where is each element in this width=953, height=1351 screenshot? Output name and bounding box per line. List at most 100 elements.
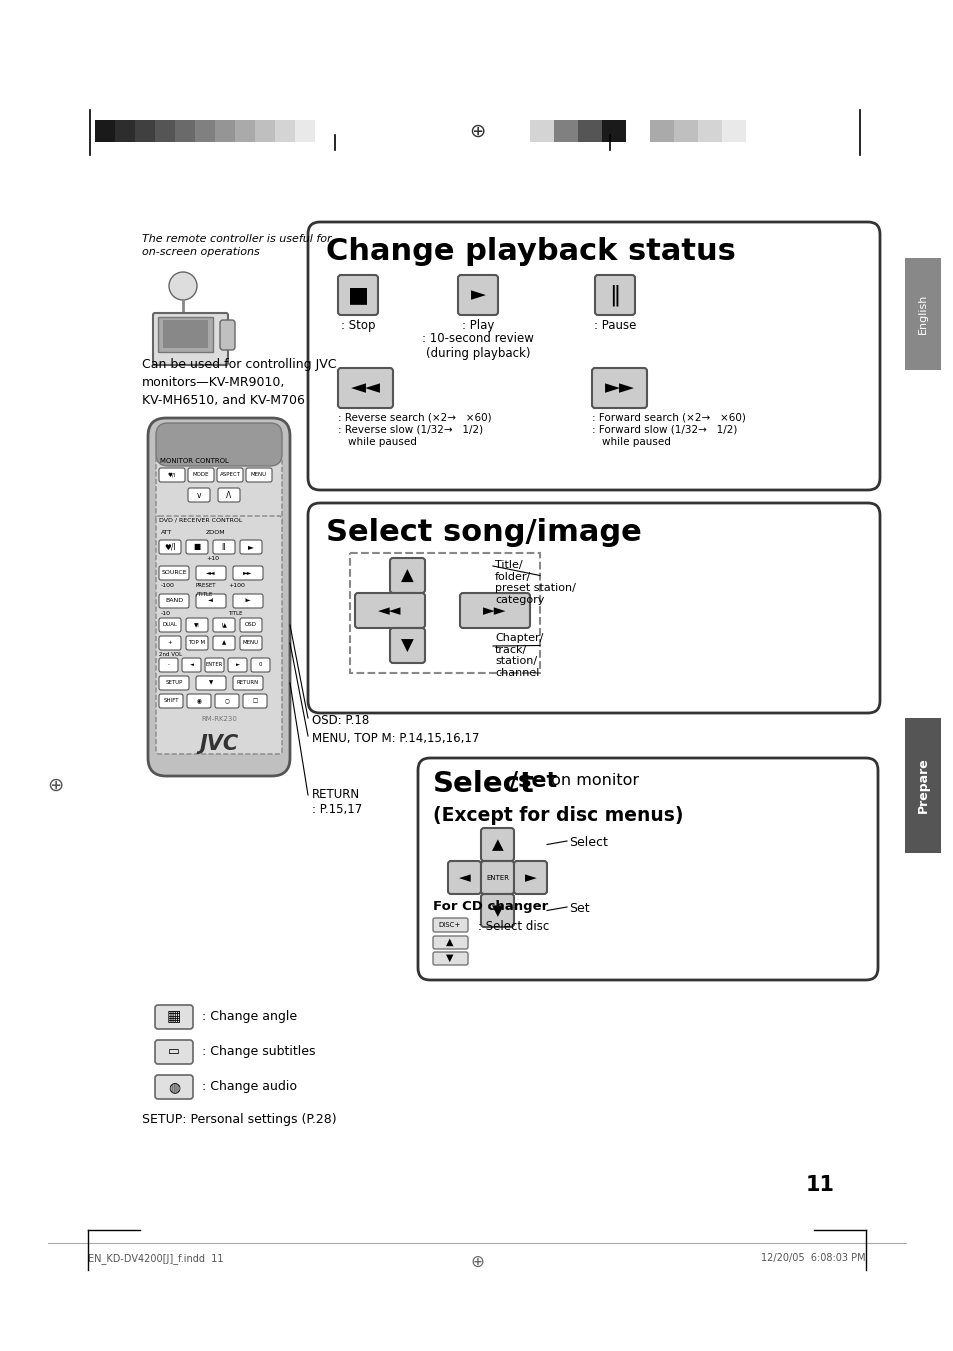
Text: ▼: ▼ (400, 636, 414, 654)
Text: SOURCE: SOURCE (161, 570, 187, 576)
FancyBboxPatch shape (213, 617, 234, 632)
FancyBboxPatch shape (417, 758, 877, 979)
FancyBboxPatch shape (182, 658, 201, 671)
Text: ⊕: ⊕ (47, 775, 63, 794)
Text: MENU: MENU (243, 640, 259, 646)
FancyBboxPatch shape (233, 594, 263, 608)
Bar (578, 120, 601, 142)
Text: Λ: Λ (226, 490, 232, 500)
Text: : Stop: : Stop (340, 319, 375, 332)
FancyBboxPatch shape (220, 320, 234, 350)
Text: EN_KD-DV4200[J]_f.indd  11: EN_KD-DV4200[J]_f.indd 11 (88, 1252, 223, 1265)
Text: ⊕: ⊕ (468, 122, 485, 141)
Text: while paused: while paused (348, 436, 416, 447)
FancyBboxPatch shape (233, 566, 263, 580)
Text: ■: ■ (193, 543, 200, 551)
Text: MONITOR CONTROL: MONITOR CONTROL (160, 458, 229, 463)
FancyBboxPatch shape (592, 367, 646, 408)
FancyBboxPatch shape (228, 658, 247, 671)
Text: : Change angle: : Change angle (202, 1011, 296, 1023)
FancyBboxPatch shape (156, 423, 282, 466)
Text: ATT: ATT (161, 530, 172, 535)
Text: MENU, TOP M: P.14,15,16,17: MENU, TOP M: P.14,15,16,17 (312, 732, 478, 744)
FancyBboxPatch shape (159, 566, 189, 580)
Text: ENTER: ENTER (485, 874, 509, 881)
Text: ‖: ‖ (609, 284, 620, 305)
Text: ♥/I: ♥/I (164, 543, 175, 551)
Text: SHIFT: SHIFT (163, 698, 178, 704)
Bar (158, 317, 213, 353)
FancyBboxPatch shape (337, 276, 377, 315)
FancyBboxPatch shape (433, 952, 468, 965)
Bar (904, 717, 940, 852)
Text: ►►: ►► (243, 570, 253, 576)
FancyBboxPatch shape (205, 658, 224, 671)
FancyBboxPatch shape (246, 467, 272, 482)
Text: SETUP: Personal settings (P.28): SETUP: Personal settings (P.28) (142, 1113, 336, 1125)
Text: : Play: : Play (461, 319, 494, 332)
FancyBboxPatch shape (154, 1075, 193, 1098)
Text: +10: +10 (206, 557, 219, 561)
Text: : Forward search (×2→   ×60): : Forward search (×2→ ×60) (592, 413, 745, 423)
Text: ▲: ▲ (491, 838, 503, 852)
Text: 2nd VOL: 2nd VOL (159, 653, 182, 657)
Bar (95, 120, 115, 142)
Text: : Reverse search (×2→   ×60): : Reverse search (×2→ ×60) (337, 413, 491, 423)
Bar (745, 120, 769, 142)
Text: : 10-second review
(during playback): : 10-second review (during playback) (421, 332, 534, 359)
FancyBboxPatch shape (240, 540, 262, 554)
Text: -10: -10 (161, 611, 171, 616)
FancyBboxPatch shape (480, 861, 514, 894)
Text: Select song/image: Select song/image (326, 517, 641, 547)
FancyBboxPatch shape (186, 617, 208, 632)
Text: ►►: ►► (483, 603, 506, 617)
Text: ◄◄: ◄◄ (206, 570, 215, 576)
Text: +: + (168, 640, 172, 646)
Text: +100: +100 (228, 584, 245, 588)
FancyBboxPatch shape (213, 540, 234, 554)
FancyBboxPatch shape (308, 503, 879, 713)
Text: Set: Set (568, 902, 589, 915)
FancyBboxPatch shape (148, 417, 290, 775)
FancyBboxPatch shape (154, 1040, 193, 1065)
FancyBboxPatch shape (213, 636, 234, 650)
Bar (154, 120, 174, 142)
Text: ▼: ▼ (209, 681, 213, 685)
FancyBboxPatch shape (240, 636, 262, 650)
Circle shape (169, 272, 196, 300)
Text: : Pause: : Pause (593, 319, 636, 332)
Text: BAND: BAND (165, 598, 183, 604)
Text: 12/20/05  6:08:03 PM: 12/20/05 6:08:03 PM (760, 1252, 865, 1263)
FancyBboxPatch shape (433, 936, 468, 948)
Text: □: □ (253, 698, 257, 704)
FancyBboxPatch shape (214, 694, 239, 708)
FancyBboxPatch shape (390, 558, 424, 593)
Text: RETURN: RETURN (236, 681, 259, 685)
FancyBboxPatch shape (195, 594, 226, 608)
FancyBboxPatch shape (159, 658, 178, 671)
Text: ◉: ◉ (196, 698, 201, 704)
Bar (698, 120, 721, 142)
FancyBboxPatch shape (159, 617, 181, 632)
Text: ◍: ◍ (168, 1079, 180, 1094)
FancyBboxPatch shape (457, 276, 497, 315)
FancyBboxPatch shape (156, 457, 282, 524)
Bar (234, 120, 254, 142)
Text: ◄: ◄ (458, 870, 470, 885)
FancyBboxPatch shape (195, 566, 226, 580)
Text: /set: /set (510, 770, 557, 790)
FancyBboxPatch shape (159, 694, 183, 708)
FancyBboxPatch shape (480, 894, 514, 927)
Bar (214, 120, 234, 142)
Text: v: v (196, 490, 201, 500)
Text: ZOOM: ZOOM (206, 530, 226, 535)
Text: ▦: ▦ (167, 1009, 181, 1024)
FancyBboxPatch shape (240, 617, 262, 632)
FancyBboxPatch shape (188, 467, 213, 482)
Bar (721, 120, 745, 142)
Text: MENU: MENU (251, 473, 267, 477)
FancyBboxPatch shape (159, 540, 181, 554)
Text: RETURN
: P.15,17: RETURN : P.15,17 (312, 788, 362, 816)
Bar (194, 120, 214, 142)
Text: -: - (168, 662, 170, 667)
